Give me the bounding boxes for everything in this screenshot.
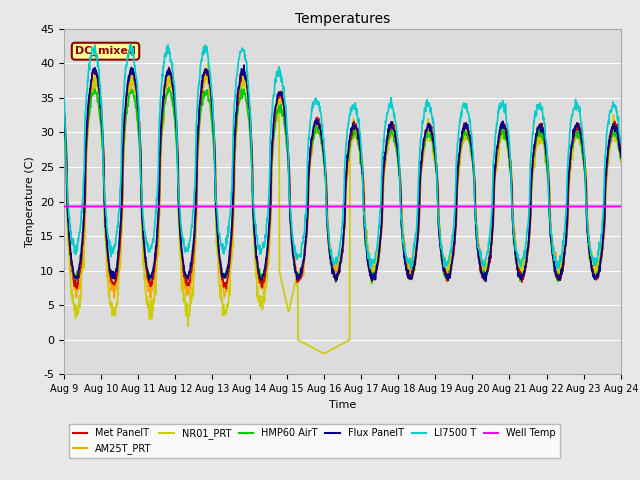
Y-axis label: Temperature (C): Temperature (C) — [24, 156, 35, 247]
X-axis label: Time: Time — [329, 400, 356, 409]
Text: DC_mixed: DC_mixed — [75, 46, 136, 56]
Legend: Met PanelT, AM25T_PRT, NR01_PRT, HMP60 AirT, Flux PanelT, LI7500 T, Well Temp: Met PanelT, AM25T_PRT, NR01_PRT, HMP60 A… — [69, 424, 560, 458]
Title: Temperatures: Temperatures — [295, 12, 390, 26]
